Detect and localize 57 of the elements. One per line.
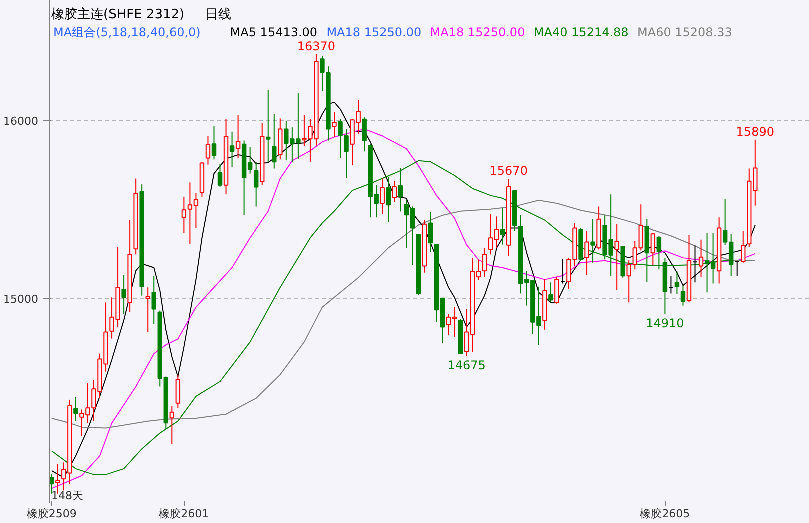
candlestick bbox=[212, 126, 217, 160]
candlestick bbox=[614, 224, 620, 291]
candlestick bbox=[236, 114, 241, 159]
candlestick bbox=[554, 276, 560, 304]
legend-title: MA组合(5,18,18,40,60,0) bbox=[54, 26, 201, 40]
annotation: 16370 bbox=[297, 39, 336, 54]
x-tick-label: 橡胶2601 bbox=[159, 508, 210, 520]
text: MA5 15413.00 bbox=[230, 26, 318, 40]
x-tick-label: 橡胶2509 bbox=[26, 508, 77, 520]
candlestick bbox=[122, 274, 126, 315]
candlestick bbox=[170, 406, 175, 445]
candlestick bbox=[590, 218, 596, 264]
text: MA60 15208.33 bbox=[638, 26, 732, 40]
legend-label: MA18 15250.00 bbox=[326, 26, 422, 40]
candlestick bbox=[146, 287, 150, 333]
candlestick bbox=[482, 248, 488, 278]
candlestick bbox=[176, 374, 181, 409]
candlestick bbox=[50, 474, 54, 494]
text: MA18 15250.00 bbox=[430, 26, 526, 40]
candlestick bbox=[206, 136, 211, 166]
candlestick bbox=[656, 236, 662, 270]
text: 日线 bbox=[205, 8, 232, 22]
candlestick bbox=[548, 282, 554, 304]
candlestick bbox=[740, 231, 746, 264]
candlestick bbox=[584, 231, 590, 276]
annotation: 14675 bbox=[448, 358, 486, 372]
y-tick-label: 16000 bbox=[4, 114, 39, 128]
candlestick bbox=[674, 271, 680, 295]
candlestick bbox=[266, 90, 271, 163]
candlestick bbox=[272, 114, 277, 170]
candlestick bbox=[392, 180, 397, 203]
candlestick bbox=[650, 232, 656, 266]
candlestick bbox=[680, 286, 686, 306]
candlestick bbox=[152, 276, 156, 325]
annotation: 15670 bbox=[490, 164, 528, 178]
candlestick bbox=[332, 112, 337, 138]
candlestick bbox=[500, 208, 506, 246]
text: 橡胶主连(SHFE 2312) bbox=[52, 6, 185, 22]
annotation: 148天 bbox=[52, 490, 84, 502]
candlestick bbox=[398, 168, 404, 212]
candlestick bbox=[254, 162, 259, 208]
x-tick-label: 橡胶2605 bbox=[640, 508, 690, 520]
y-tick-label: 15000 bbox=[4, 293, 39, 306]
candlestick bbox=[320, 55, 325, 92]
candlestick bbox=[230, 131, 235, 168]
candlestick bbox=[74, 396, 78, 422]
text: MA40 15214.88 bbox=[534, 26, 629, 40]
candlestick bbox=[386, 176, 391, 223]
line-series bbox=[51, 200, 756, 429]
annotation: 14910 bbox=[646, 316, 684, 331]
candlestick bbox=[698, 239, 704, 278]
annotation: 15890 bbox=[736, 124, 774, 139]
candlestick bbox=[218, 163, 223, 188]
candlestick bbox=[428, 212, 434, 252]
candlestick bbox=[380, 178, 385, 215]
candlestick bbox=[362, 117, 367, 152]
candlestick bbox=[182, 196, 187, 234]
